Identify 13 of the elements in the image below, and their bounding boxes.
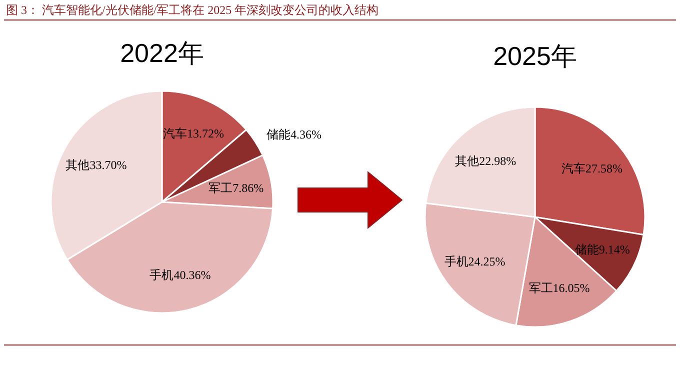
chart-title: 2022年: [120, 38, 204, 68]
slice-label: 手机40.36%: [150, 268, 211, 282]
slice-label: 汽车13.72%: [163, 126, 224, 140]
slice-label: 汽车27.58%: [562, 162, 622, 176]
slice-label: 手机24.25%: [444, 254, 506, 268]
slice-label: 军工7.86%: [208, 180, 264, 195]
slice-label: 军工16.05%: [528, 280, 590, 295]
caption: 图 3： 汽车智能化/光伏储能/军工将在 2025 年深刻改变公司的收入结构: [6, 3, 379, 17]
chart-title: 2025年: [493, 41, 577, 71]
slice-label: 其他22.98%: [455, 154, 516, 168]
slice-label: 储能4.36%: [266, 128, 322, 142]
slice-label: 储能9.14%: [574, 242, 630, 256]
slice-label: 其他33.70%: [66, 158, 127, 172]
